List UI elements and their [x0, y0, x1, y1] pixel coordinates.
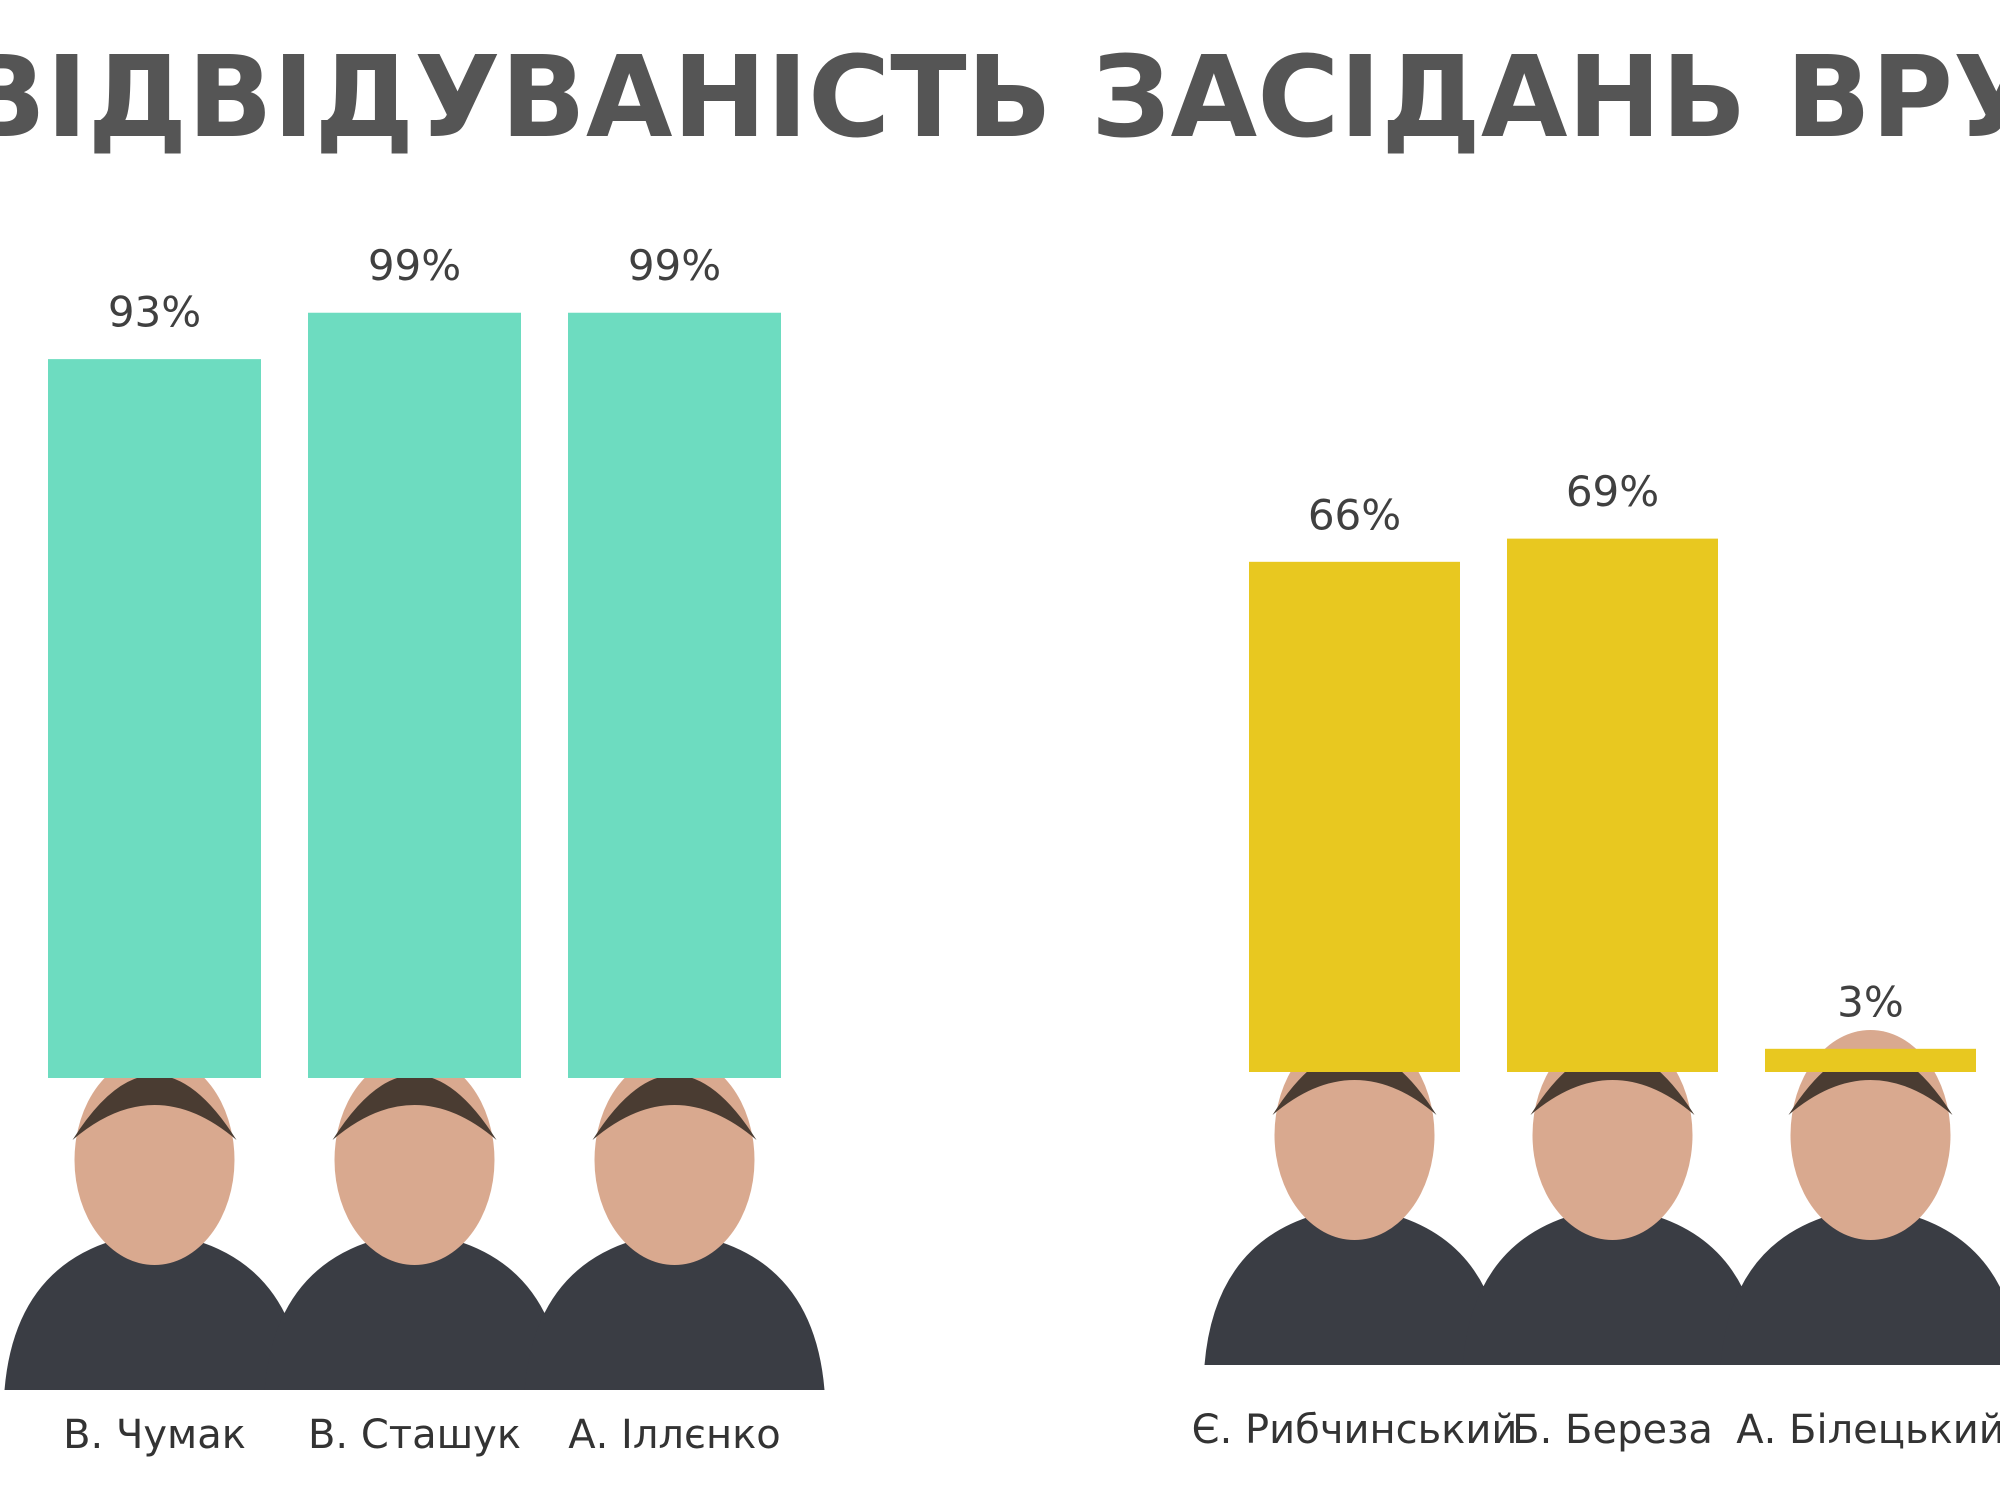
bar	[1765, 1048, 1976, 1072]
value-label: 99%	[628, 241, 721, 290]
portrait-shoulders	[264, 1240, 565, 1390]
value-label: 93%	[108, 288, 201, 337]
bar	[308, 312, 521, 1079]
value-label: 69%	[1566, 467, 1659, 516]
value-label: 66%	[1308, 490, 1401, 539]
portrait-hair	[332, 1075, 497, 1140]
bar	[48, 359, 261, 1078]
portrait-shoulders	[4, 1240, 305, 1390]
bar	[1249, 561, 1460, 1072]
portrait	[1720, 1030, 2000, 1365]
x-tick-label: В. Чумак	[63, 1412, 246, 1458]
portrait	[4, 1055, 305, 1390]
x-tick-label: А. Білецький	[1736, 1407, 2000, 1453]
value-label: 3%	[1837, 977, 1904, 1026]
portrait	[524, 1055, 825, 1390]
portrait-shoulders	[1462, 1215, 1763, 1365]
portraits	[4, 1030, 2000, 1390]
portrait-shoulders	[1720, 1215, 2000, 1365]
x-tick-label: Б. Береза	[1512, 1407, 1713, 1453]
bar	[568, 312, 781, 1079]
x-tick-label: Є. Рибчинський	[1192, 1407, 1518, 1453]
x-tick-label: В. Сташук	[308, 1412, 521, 1458]
bar	[1507, 538, 1718, 1072]
x-tick-label: А. Іллєнко	[568, 1412, 780, 1458]
value-label: 99%	[368, 241, 461, 290]
portrait-shoulders	[524, 1240, 825, 1390]
portrait-hair	[592, 1075, 757, 1140]
portrait-hair	[72, 1075, 237, 1140]
portrait	[264, 1055, 565, 1390]
portrait	[1462, 1030, 1763, 1365]
portrait	[1204, 1030, 1505, 1365]
portrait-shoulders	[1204, 1215, 1505, 1365]
chart-title: ВІДВІДУВАНІСТЬ ЗАСІДАНЬ ВРУ	[0, 33, 2000, 163]
